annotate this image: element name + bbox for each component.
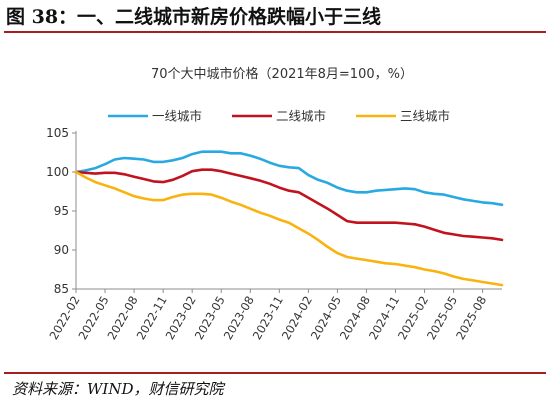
figure-title: 图 38：一、二线城市新房价格跌幅小于三线: [6, 6, 382, 28]
y-tick-label: 85: [54, 282, 69, 296]
y-tick-label: 100: [46, 165, 69, 179]
series-line-2: [74, 168, 504, 242]
line-chart: 70个大中城市价格（2021年8月=100，%） 一线城市 二线城市 三线城市 85…: [46, 66, 504, 342]
source-rule: [4, 372, 546, 374]
y-tick-label: 90: [54, 243, 69, 257]
legend-label-1: 一线城市: [152, 109, 202, 124]
legend-label-2: 二线城市: [276, 109, 326, 124]
series-line-1: [74, 150, 504, 207]
source-note: 资料来源：WIND，财信研究院: [12, 380, 224, 398]
y-tick-label: 105: [46, 126, 69, 140]
title-rule: [4, 31, 546, 33]
x-axis: 2022-022022-052022-082022-112023-022023-…: [46, 288, 502, 342]
y-axis: 85 90 95 100 105: [46, 126, 77, 296]
series-layer: [74, 150, 504, 287]
series-line-3: [74, 170, 504, 287]
y-tick-label: 95: [54, 204, 69, 218]
legend-label-3: 三线城市: [400, 109, 450, 124]
chart-title: 70个大中城市价格（2021年8月=100，%）: [151, 66, 413, 82]
legend: 一线城市 二线城市 三线城市: [108, 109, 450, 124]
